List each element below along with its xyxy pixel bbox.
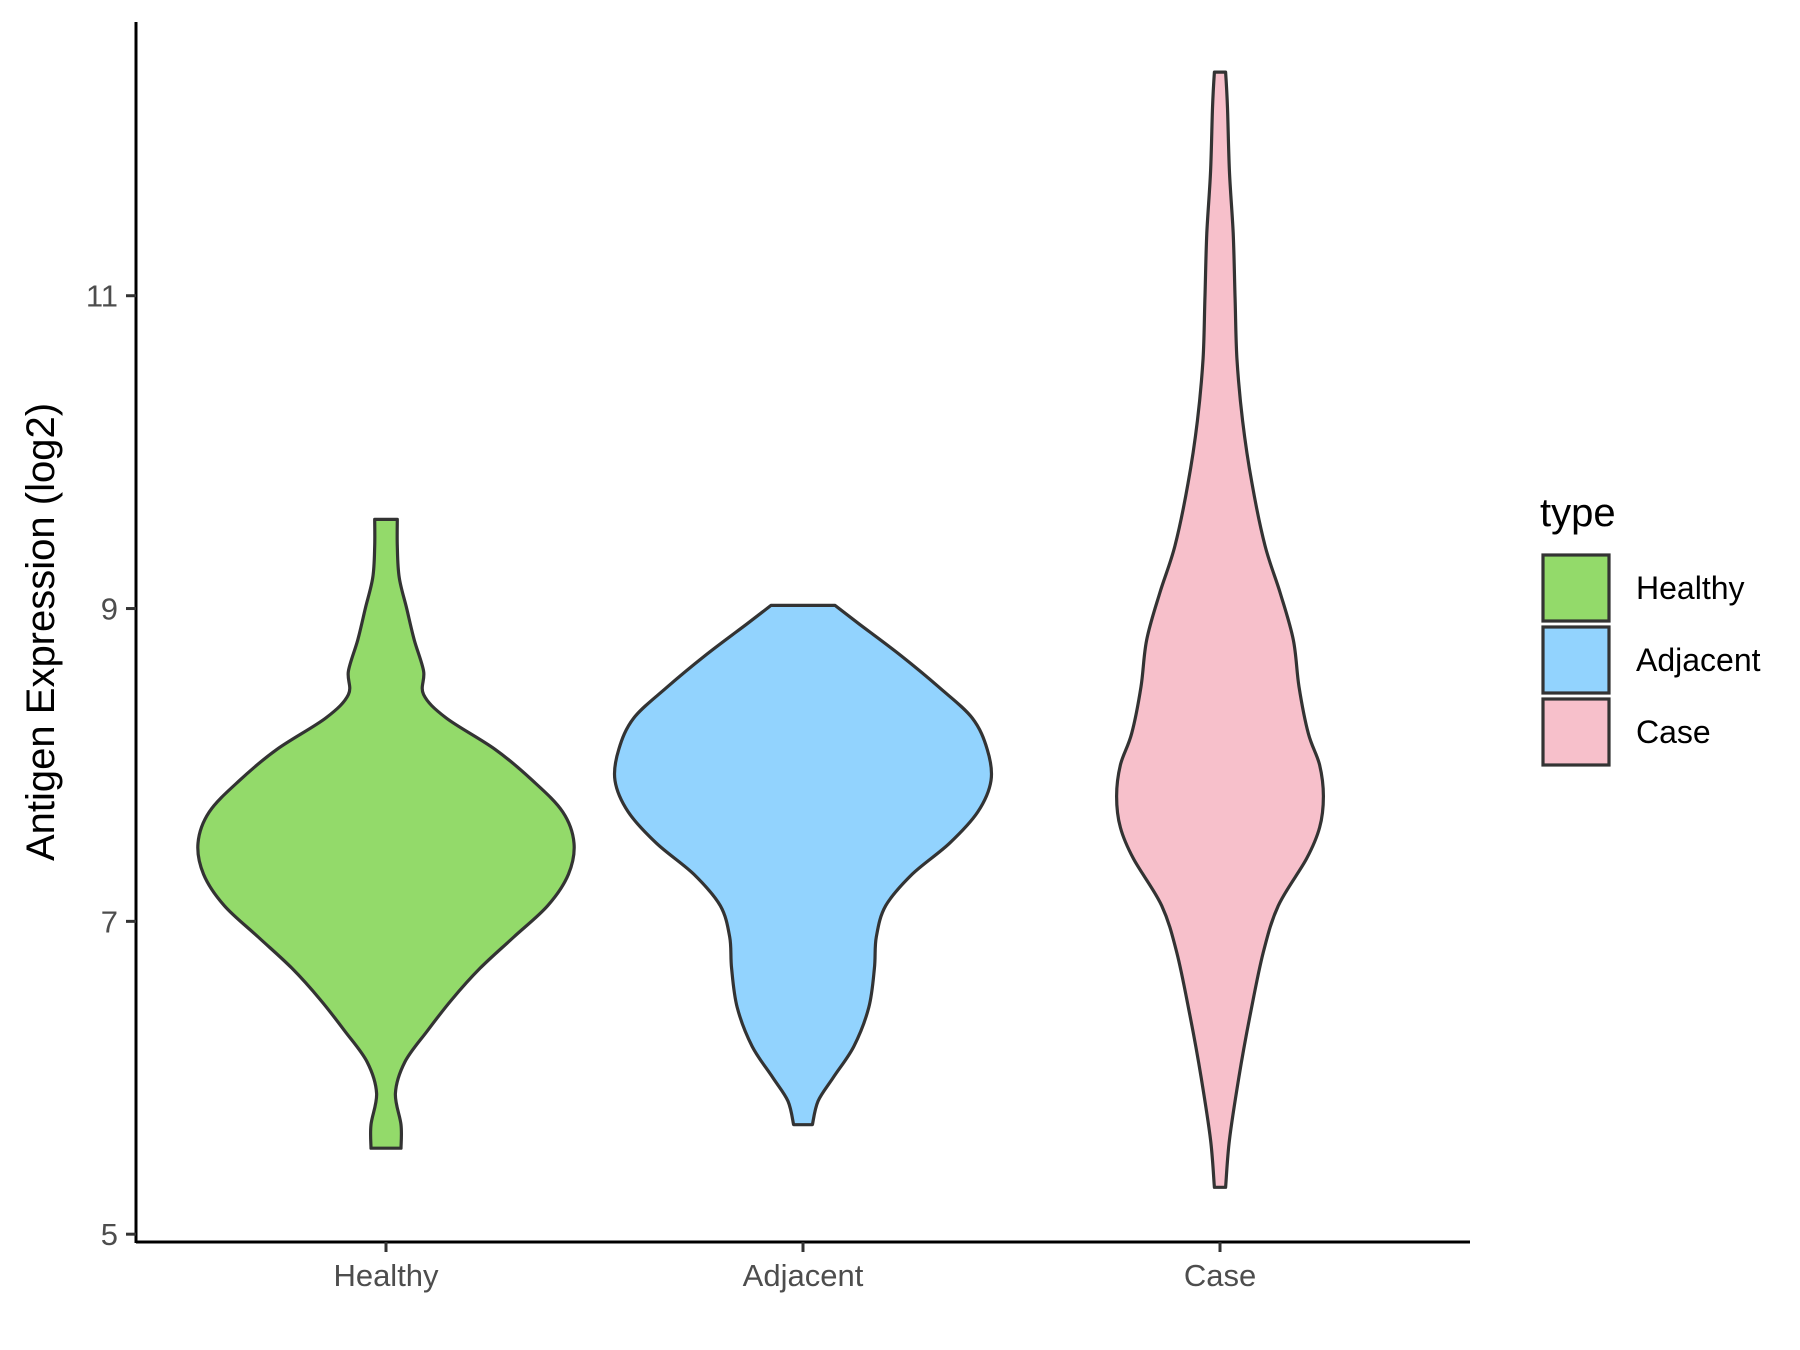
legend-key-case [1541, 697, 1611, 767]
violin-group [196, 70, 1325, 1189]
y-axis-ticks: 5 7 9 11 [86, 279, 136, 1252]
y-axis-title: Antigen Expression (log2) [19, 403, 63, 861]
x-tick-label: Healthy [333, 1258, 439, 1293]
y-tick-label: 11 [86, 279, 118, 314]
violin-adjacent [612, 603, 994, 1127]
legend-label-case: Case [1636, 714, 1711, 750]
legend-label-healthy: Healthy [1636, 570, 1745, 606]
x-axis-ticks: Healthy Adjacent Case [333, 1242, 1256, 1293]
legend-key-adjacent [1541, 625, 1611, 695]
legend-items: Healthy Adjacent Case [1541, 553, 1761, 767]
legend: type Healthy Adjacent Case [1540, 491, 1761, 767]
legend-title: type [1540, 491, 1616, 535]
violin-case [1115, 70, 1325, 1189]
x-tick-label: Case [1184, 1258, 1256, 1293]
legend-key-healthy [1541, 553, 1611, 623]
y-tick-label: 7 [101, 904, 118, 939]
legend-label-adjacent: Adjacent [1636, 642, 1761, 678]
violin-healthy [196, 517, 576, 1150]
y-tick-label: 9 [101, 592, 118, 627]
y-tick-label: 5 [101, 1217, 118, 1252]
x-tick-label: Adjacent [743, 1258, 864, 1293]
